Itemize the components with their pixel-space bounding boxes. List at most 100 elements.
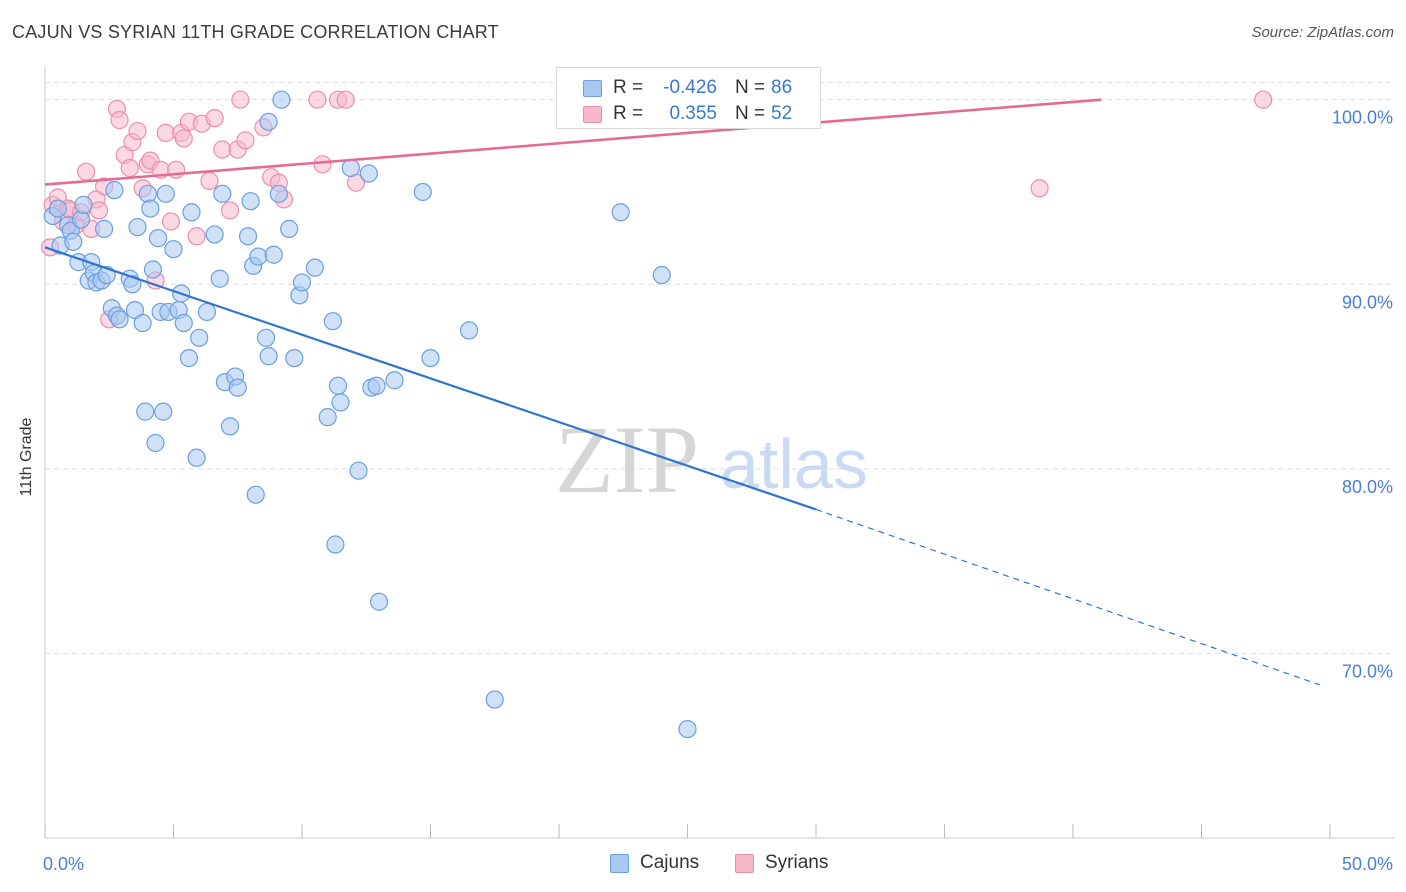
data-point	[336, 90, 355, 109]
bottom-legend-cajuns: Cajuns	[640, 852, 700, 873]
data-point	[120, 158, 139, 178]
legend-row-syrians: R = 0.355 N = 52	[557, 100, 822, 128]
legend-n-label: N =	[735, 103, 766, 124]
data-point	[128, 217, 147, 237]
data-point	[459, 321, 479, 340]
watermark: ZIP atlas	[555, 406, 868, 513]
data-point	[256, 328, 276, 347]
data-point	[213, 140, 232, 159]
data-point	[328, 376, 348, 395]
legend-r-value: -0.426	[663, 77, 717, 98]
data-point	[205, 225, 224, 244]
data-point	[1030, 179, 1049, 198]
axes	[44, 66, 1395, 839]
data-point	[367, 376, 386, 395]
data-point	[136, 402, 155, 421]
data-point	[77, 162, 96, 181]
data-point	[161, 212, 181, 231]
data-point	[123, 275, 142, 294]
data-point	[308, 90, 327, 109]
data-point	[259, 112, 278, 131]
data-point	[370, 592, 389, 611]
data-point	[331, 393, 350, 412]
data-point	[71, 210, 91, 229]
data-point	[133, 313, 152, 333]
data-point	[110, 110, 129, 130]
data-point	[110, 310, 129, 329]
data-point	[264, 245, 283, 264]
data-point	[174, 313, 193, 333]
data-point	[385, 371, 404, 390]
data-point	[359, 164, 378, 183]
data-point	[148, 229, 168, 248]
data-point	[231, 90, 250, 109]
legend-n-value: 52	[771, 103, 793, 124]
data-point	[200, 171, 219, 191]
data-point	[485, 690, 504, 709]
legend-r-label: R =	[613, 103, 644, 124]
watermark-atlas: atlas	[720, 425, 868, 503]
data-point	[305, 258, 324, 277]
data-point	[128, 121, 147, 141]
data-point	[95, 219, 114, 238]
data-point	[241, 192, 260, 211]
data-point	[197, 302, 217, 322]
data-point	[174, 129, 193, 148]
data-point	[249, 247, 268, 266]
data-point	[238, 227, 258, 246]
data-point	[280, 219, 299, 238]
y-tick-label: 70.0%	[1342, 661, 1393, 681]
data-point	[236, 131, 255, 150]
data-point	[285, 348, 304, 368]
data-point	[182, 203, 201, 222]
trendlines	[44, 98, 1320, 686]
legend-row-cajuns: R = -0.426 N = 86	[557, 74, 822, 102]
data-point	[213, 184, 232, 203]
data-point	[678, 719, 697, 739]
data-point	[323, 312, 342, 331]
data-point	[205, 109, 224, 128]
data-point	[164, 240, 183, 259]
legend-r-value: 0.355	[669, 103, 717, 124]
data-point	[190, 328, 209, 347]
data-point	[269, 184, 288, 203]
legend: R = -0.426 N = 86 R = 0.355 N = 52	[556, 67, 821, 129]
data-point	[89, 201, 109, 220]
data-point	[220, 201, 240, 220]
y-tick-label: 100.0%	[1332, 108, 1393, 128]
data-point	[143, 260, 163, 279]
chart-source: Source: ZipAtlas.com	[1251, 24, 1394, 41]
data-point	[272, 90, 291, 109]
y-tick-label: 90.0%	[1342, 292, 1393, 312]
bottom-legend-cajun-swatch	[610, 854, 629, 873]
data-point	[48, 199, 67, 218]
cajun-swatch	[583, 80, 602, 97]
cajun-trendline	[44, 246, 817, 511]
data-point	[141, 199, 160, 218]
data-point	[652, 265, 671, 285]
chart-title: CAJUN VS SYRIAN 11TH GRADE CORRELATION C…	[12, 22, 499, 42]
data-point	[318, 408, 337, 427]
data-point	[156, 123, 175, 143]
data-point	[138, 184, 157, 203]
x-tick-label: 50.0%	[1342, 854, 1393, 874]
data-point	[154, 402, 173, 421]
data-point	[611, 203, 630, 222]
data-point	[187, 448, 206, 467]
tick-labels: 70.0% 80.0% 90.0% 100.0% 0.0% 50.0%	[43, 108, 1393, 874]
data-point	[313, 155, 332, 174]
data-point	[1254, 90, 1273, 109]
data-point	[246, 485, 265, 504]
data-point	[179, 348, 199, 368]
data-point	[210, 269, 229, 288]
data-point	[228, 378, 247, 397]
data-point	[146, 433, 165, 453]
x-tick-label: 0.0%	[43, 854, 84, 874]
watermark-zip: ZIP	[555, 406, 699, 513]
legend-n-label: N =	[735, 77, 766, 98]
data-point	[349, 461, 368, 480]
cajun-trendline-extension	[815, 508, 1320, 686]
syrian-swatch	[583, 106, 602, 123]
data-point	[292, 273, 312, 292]
